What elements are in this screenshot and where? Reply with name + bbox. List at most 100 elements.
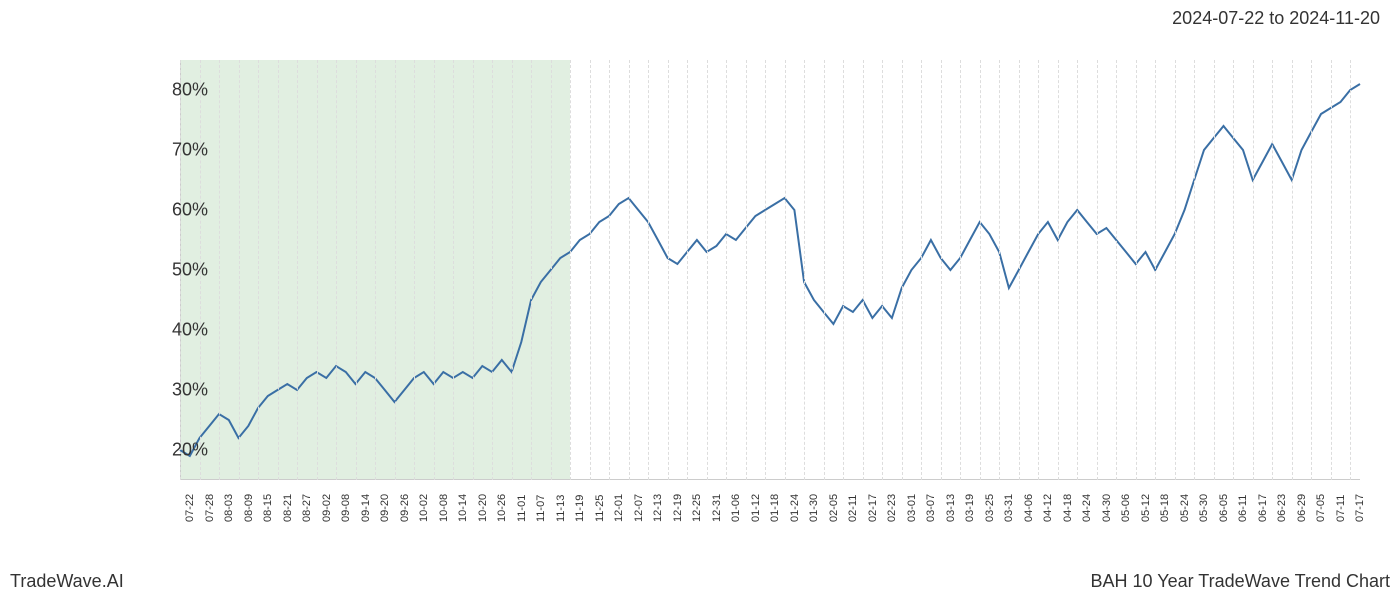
x-tick-label: 09-14	[360, 494, 372, 522]
x-tick-label: 12-01	[613, 494, 625, 522]
x-tick-label: 01-12	[750, 494, 762, 522]
x-tick-label: 02-05	[828, 494, 840, 522]
x-tick-label: 05-12	[1140, 494, 1152, 522]
x-tick-label: 01-06	[730, 494, 742, 522]
grid-line	[1155, 60, 1156, 480]
grid-line	[863, 60, 864, 480]
x-tick-label: 04-30	[1101, 494, 1113, 522]
grid-line	[1272, 60, 1273, 480]
x-tick-label: 04-06	[1023, 494, 1035, 522]
y-tick-label: 30%	[172, 380, 208, 401]
x-tick-label: 09-08	[340, 494, 352, 522]
grid-line	[902, 60, 903, 480]
grid-line	[492, 60, 493, 480]
x-tick-label: 06-11	[1237, 495, 1249, 522]
x-tick-label: 06-29	[1296, 494, 1308, 522]
grid-line	[726, 60, 727, 480]
grid-line	[356, 60, 357, 480]
x-tick-label: 07-22	[184, 494, 196, 522]
grid-line	[258, 60, 259, 480]
grid-line	[1194, 60, 1195, 480]
x-tick-label: 03-07	[925, 494, 937, 522]
x-tick-label: 07-11	[1335, 495, 1347, 522]
x-tick-label: 12-25	[691, 494, 703, 522]
x-tick-label: 03-13	[945, 494, 957, 522]
grid-line	[239, 60, 240, 480]
grid-line	[999, 60, 1000, 480]
grid-line	[1097, 60, 1098, 480]
x-tick-label: 05-06	[1120, 494, 1132, 522]
x-tick-label: 12-19	[672, 494, 684, 522]
date-range-label: 2024-07-22 to 2024-11-20	[1172, 8, 1380, 29]
x-tick-label: 10-14	[457, 494, 469, 522]
x-tick-label: 01-18	[769, 494, 781, 522]
grid-line	[707, 60, 708, 480]
grid-line	[921, 60, 922, 480]
grid-line	[960, 60, 961, 480]
x-tick-label: 10-20	[477, 494, 489, 522]
grid-line	[336, 60, 337, 480]
x-tick-label: 05-18	[1159, 494, 1171, 522]
x-tick-label: 03-01	[906, 494, 918, 522]
grid-line	[1311, 60, 1312, 480]
grid-line	[297, 60, 298, 480]
grid-line	[1331, 60, 1332, 480]
x-tick-label: 11-07	[535, 495, 547, 522]
grid-line	[804, 60, 805, 480]
grid-line	[531, 60, 532, 480]
y-tick-label: 80%	[172, 80, 208, 101]
grid-line	[668, 60, 669, 480]
x-tick-label: 06-17	[1257, 494, 1269, 522]
grid-line	[824, 60, 825, 480]
grid-line	[395, 60, 396, 480]
grid-line	[629, 60, 630, 480]
grid-line	[434, 60, 435, 480]
trend-line	[180, 84, 1360, 456]
x-tick-label: 03-19	[964, 494, 976, 522]
x-tick-label: 11-19	[574, 495, 586, 522]
x-tick-label: 02-11	[847, 495, 859, 522]
x-tick-label: 02-17	[867, 494, 879, 522]
x-tick-label: 12-07	[633, 494, 645, 522]
x-tick-label: 01-24	[789, 494, 801, 522]
x-tick-label: 07-17	[1354, 494, 1366, 522]
grid-line	[278, 60, 279, 480]
line-chart-svg	[180, 60, 1360, 480]
x-tick-label: 12-31	[711, 494, 723, 522]
x-tick-label: 06-05	[1218, 494, 1230, 522]
chart-title: BAH 10 Year TradeWave Trend Chart	[1091, 571, 1391, 592]
x-tick-label: 05-24	[1179, 494, 1191, 522]
x-tick-label: 07-28	[204, 494, 216, 522]
grid-line	[1292, 60, 1293, 480]
grid-line	[473, 60, 474, 480]
y-tick-label: 50%	[172, 260, 208, 281]
grid-line	[765, 60, 766, 480]
x-tick-label: 03-25	[984, 494, 996, 522]
grid-line	[687, 60, 688, 480]
grid-line	[1038, 60, 1039, 480]
y-tick-label: 20%	[172, 440, 208, 461]
grid-line	[843, 60, 844, 480]
grid-line	[1058, 60, 1059, 480]
grid-line	[1116, 60, 1117, 480]
x-tick-label: 11-13	[555, 495, 567, 522]
x-tick-label: 10-02	[418, 494, 430, 522]
x-tick-label: 03-31	[1003, 494, 1015, 522]
y-tick-label: 60%	[172, 200, 208, 221]
x-tick-label: 07-05	[1315, 494, 1327, 522]
grid-line	[375, 60, 376, 480]
grid-line	[648, 60, 649, 480]
grid-line	[746, 60, 747, 480]
grid-line	[551, 60, 552, 480]
x-tick-label: 05-30	[1198, 494, 1210, 522]
grid-line	[1019, 60, 1020, 480]
grid-line	[570, 60, 571, 480]
x-tick-label: 01-30	[808, 494, 820, 522]
x-tick-label: 06-23	[1276, 494, 1288, 522]
x-tick-label: 09-02	[321, 494, 333, 522]
x-tick-label: 09-20	[379, 494, 391, 522]
grid-line	[609, 60, 610, 480]
grid-line	[1077, 60, 1078, 480]
grid-line	[1253, 60, 1254, 480]
x-tick-label: 12-13	[652, 494, 664, 522]
